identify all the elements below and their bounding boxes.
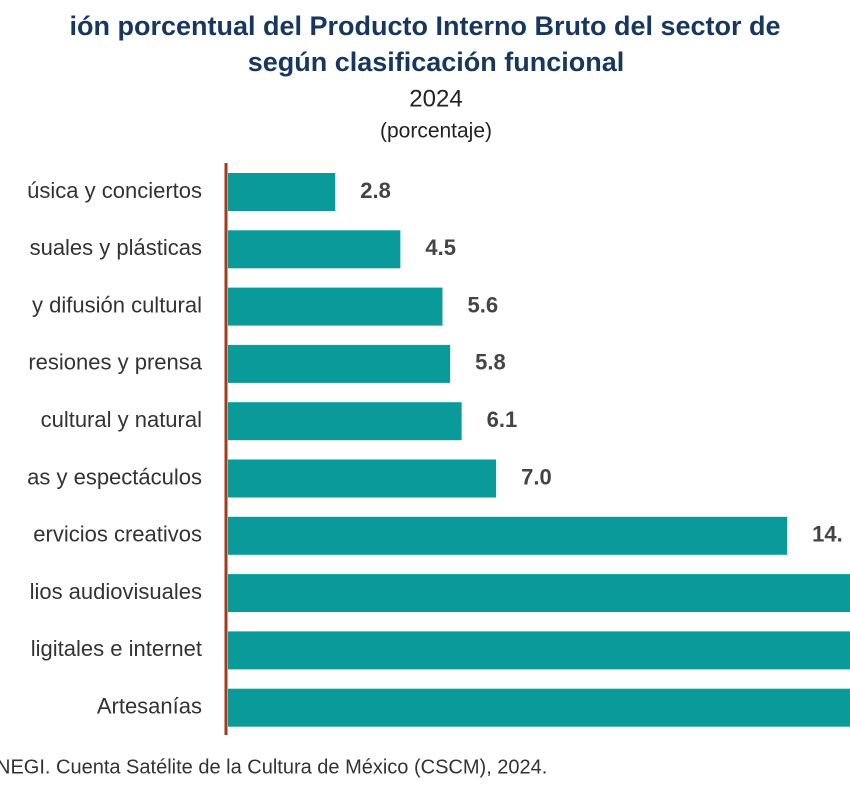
bar: [228, 688, 850, 727]
y-tick-label: y difusión cultural: [32, 292, 202, 317]
source-note: NEGI. Cuenta Satélite de la Cultura de M…: [0, 756, 547, 778]
chart-title: ión porcentual del Producto Interno Brut…: [69, 11, 780, 41]
y-tick-label: lios audiovisuales: [30, 579, 202, 604]
bar: [228, 173, 336, 211]
bar: [228, 516, 788, 555]
y-tick-label: suales y plásticas: [30, 235, 202, 260]
chart-title: según clasificación funcional: [248, 47, 625, 77]
data-label: 5.8: [475, 350, 506, 375]
bar: [228, 574, 850, 613]
y-tick-label: Artesanías: [97, 694, 202, 719]
y-tick-label: as y espectáculos: [27, 464, 202, 489]
bar: [228, 344, 451, 383]
y-tick-label: ervicios creativos: [33, 522, 202, 547]
bar: [228, 287, 443, 326]
unit-label: (porcentaje): [380, 120, 492, 143]
y-tick-label: ligitales e internet: [31, 636, 202, 661]
data-label: 14.: [812, 522, 843, 547]
data-label: 4.5: [425, 235, 456, 260]
y-tick-label: úsica y conciertos: [27, 178, 202, 203]
data-label: 2.8: [360, 178, 391, 203]
data-label: 6.1: [487, 407, 518, 432]
y-tick-label: cultural y natural: [41, 407, 202, 432]
bar: [228, 631, 850, 670]
data-label: 7.0: [521, 464, 552, 489]
bar: [228, 230, 401, 269]
bar: [228, 459, 497, 498]
data-label: 5.6: [467, 292, 498, 317]
bar: [228, 402, 462, 441]
y-tick-label: resiones y prensa: [28, 350, 202, 375]
chart-subtitle: 2024: [409, 85, 462, 112]
